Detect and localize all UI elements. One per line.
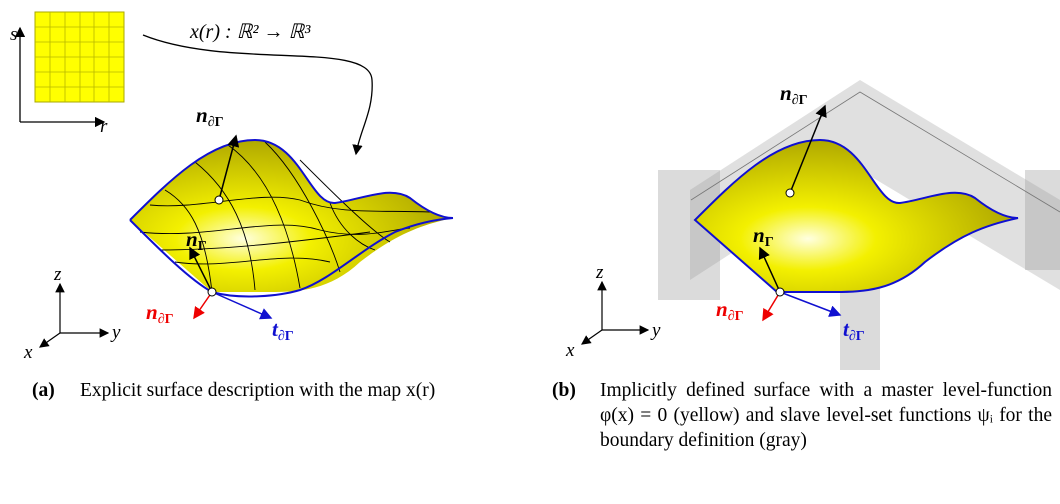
point xyxy=(786,189,794,197)
point xyxy=(215,196,223,204)
vector-label: t∂Γ xyxy=(272,317,294,344)
x-axis xyxy=(40,333,60,347)
map-arrow xyxy=(143,35,372,154)
caption-label: (b) xyxy=(552,378,576,403)
conormal-arrow xyxy=(194,292,212,318)
tangent-arrow xyxy=(780,292,840,315)
caption-label: (a) xyxy=(32,378,55,403)
caption-text: Explicit surface description with the ma… xyxy=(80,378,462,403)
x-axis xyxy=(582,330,602,344)
axis-label: z xyxy=(595,262,604,283)
panel-b: n∂Γ nΓ n∂Γ t∂Γ z y x xyxy=(565,80,1060,370)
vector-label: n∂Γ xyxy=(146,300,174,327)
axis-label: x xyxy=(23,342,33,363)
page: s r x(r) : ℝ² → ℝ³ n∂Γ nΓ n∂Γ t∂Γ z y x xyxy=(0,0,1060,504)
vector-label: n∂Γ xyxy=(780,81,808,108)
s-label: s xyxy=(10,24,17,45)
caption: (b) Implicitly defined surface with a ma… xyxy=(552,378,1052,453)
axis-label: z xyxy=(53,264,62,285)
level-set-plane xyxy=(1025,170,1060,270)
vector-label: n∂Γ xyxy=(196,103,224,130)
point xyxy=(208,288,216,296)
vector-label: n∂Γ xyxy=(716,297,744,324)
r-label: r xyxy=(100,116,108,137)
axis-label: x xyxy=(565,340,575,361)
axis-label: y xyxy=(110,322,121,343)
map-label: x(r) : ℝ² → ℝ³ xyxy=(189,21,311,43)
point xyxy=(776,288,784,296)
panel-a: s r x(r) : ℝ² → ℝ³ n∂Γ nΓ n∂Γ t∂Γ z y x xyxy=(10,12,453,363)
caption: (a) Explicit surface description with th… xyxy=(32,378,462,403)
figure: s r x(r) : ℝ² → ℝ³ n∂Γ nΓ n∂Γ t∂Γ z y x xyxy=(0,0,1060,370)
axis-label: y xyxy=(650,320,661,341)
caption-text: Implicitly defined surface with a master… xyxy=(600,378,1052,453)
conormal-arrow xyxy=(763,292,780,320)
surface xyxy=(130,140,453,292)
